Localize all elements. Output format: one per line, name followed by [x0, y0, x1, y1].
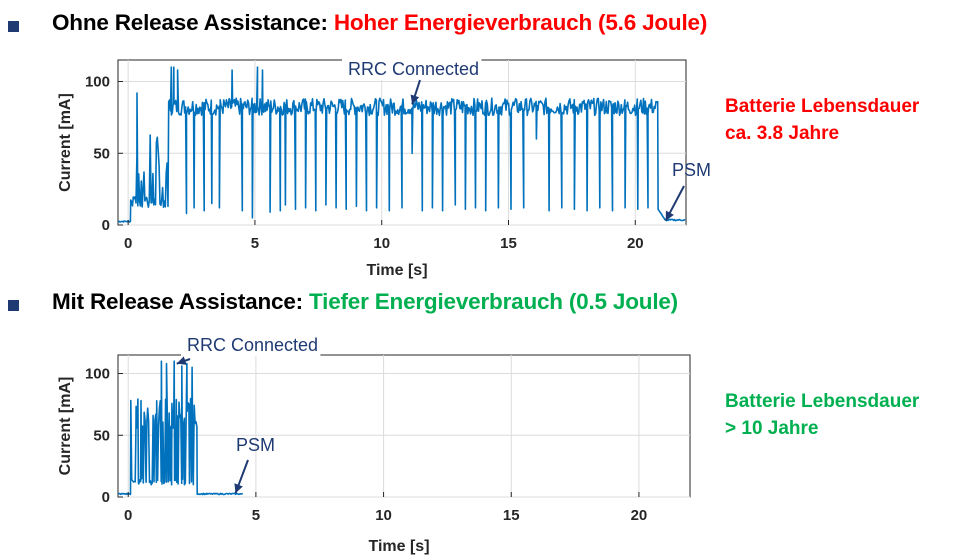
- x-tick-label: 5: [252, 507, 260, 524]
- current-series-line: [118, 360, 244, 496]
- y-tick-label: 100: [85, 366, 110, 383]
- annotation-background: [181, 334, 321, 356]
- x-tick-label: 10: [373, 235, 390, 252]
- battery-note-without: Batterie Lebensdauer ca. 3.8 Jahre: [725, 93, 919, 147]
- rrc-connected-annotation: RRC Connected: [348, 59, 479, 79]
- x-tick-label: 5: [251, 235, 259, 252]
- battery-note-with: Batterie Lebensdauer > 10 Jahre: [725, 388, 919, 442]
- x-tick-label: 20: [627, 235, 644, 252]
- plot-area: [117, 354, 691, 498]
- battery-note-line1: Batterie Lebensdauer: [725, 96, 920, 117]
- x-tick-label: 15: [500, 235, 517, 252]
- current-chart-without-release-assistance: 0 5 10 15 20 0 50 100 Time [s] Current [mA] RRC Co…: [57, 58, 711, 279]
- y-axis-label: Current [mA]: [57, 93, 74, 192]
- current-series-line: [117, 66, 686, 223]
- heading-with-release-assistance: Mit Release Assistance: Tiefer Energieve…: [52, 289, 678, 315]
- annotation-arrowhead: [665, 210, 674, 221]
- battery-note-line2: ca. 3.8 Jahre: [725, 123, 840, 144]
- heading-without-release-assistance: Ohne Release Assistance: Hoher Energieve…: [52, 10, 707, 36]
- annotation-arrowhead: [176, 356, 187, 365]
- battery-note-line2: > 10 Jahre: [725, 418, 819, 439]
- heading-label: Mit Release Assistance:: [52, 289, 303, 314]
- heading-label: Ohne Release Assistance:: [52, 10, 328, 35]
- y-tick-label: 100: [85, 74, 110, 91]
- x-tick-label: 20: [631, 507, 648, 524]
- psm-annotation: PSM: [672, 160, 711, 180]
- x-axis-label: Time [s]: [366, 262, 427, 279]
- y-tick-label: 50: [93, 145, 110, 162]
- y-axis-label: Current [mA]: [57, 377, 74, 476]
- y-tick-label: 50: [93, 427, 110, 444]
- x-tick-label: 0: [124, 235, 132, 252]
- heading-result: Tiefer Energieverbrauch (0.5 Joule): [309, 289, 678, 314]
- x-tick-label: 15: [503, 507, 520, 524]
- psm-annotation: PSM: [236, 435, 275, 455]
- bullet-marker: [8, 300, 19, 311]
- bullet-marker: [8, 21, 19, 32]
- heading-result: Hoher Energieverbrauch (5.6 Joule): [333, 10, 708, 35]
- x-axis-label: Time [s]: [368, 538, 429, 555]
- annotation-arrowhead: [410, 94, 420, 105]
- y-tick-label: 0: [102, 217, 110, 234]
- battery-note-line1: Batterie Lebensdauer: [725, 391, 920, 412]
- x-tick-label: 0: [124, 507, 132, 524]
- annotation-background: [342, 58, 482, 80]
- x-tick-label: 10: [375, 507, 392, 524]
- y-tick-label: 0: [102, 489, 110, 506]
- rrc-connected-annotation: RRC Connected: [187, 335, 318, 355]
- annotation-arrowhead: [234, 483, 243, 494]
